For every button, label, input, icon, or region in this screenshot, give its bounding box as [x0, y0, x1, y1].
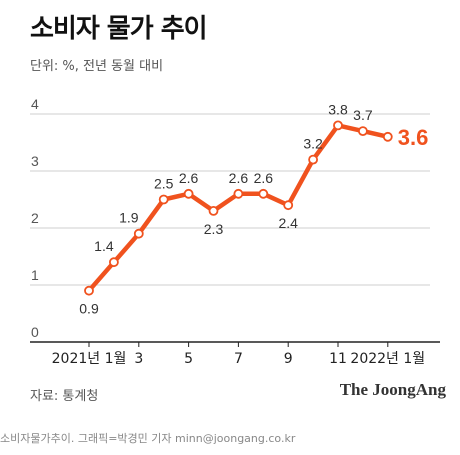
series-line: [86, 123, 391, 293]
data-point-4: [183, 188, 194, 199]
data-point-12: [382, 131, 393, 142]
brand-logo: The JoongAng: [339, 380, 446, 399]
data-point-2: [133, 228, 144, 239]
line-layer: [86, 123, 391, 293]
x-tick-label-10: 11: [329, 351, 347, 367]
data-label-8: 2.4: [278, 215, 298, 231]
page-title: 소비자 물가 추이: [30, 14, 208, 44]
data-point-5: [208, 205, 219, 216]
data-point-3: [158, 194, 169, 205]
data-point-9: [308, 154, 319, 165]
x-tick-label-8: 9: [284, 351, 293, 367]
data-label-5: 2.3: [204, 221, 224, 237]
data-point-8: [283, 200, 294, 211]
data-label-1: 1.4: [94, 238, 114, 254]
data-label-12: 3.6: [398, 125, 429, 150]
label-layer: 0.9 1.4 1.9 2.5 2.6 2.3 2.6 2.6 2.4 3.2 3.8 3.7 3.6: [79, 101, 428, 316]
y-tick-label-1: 1: [31, 267, 39, 283]
data-label-3: 2.5: [154, 176, 174, 192]
y-tick-label-0: 0: [31, 324, 39, 340]
x-tick-label-12: 2022년 1월: [350, 351, 425, 367]
data-point-7: [258, 188, 269, 199]
data-point-0: [84, 285, 94, 296]
data-label-4: 2.6: [179, 170, 199, 186]
data-point-11: [357, 126, 368, 137]
data-label-11: 3.7: [353, 107, 373, 123]
y-tick-label-4: 4: [31, 96, 39, 112]
axis-layer: 0 1 2 3 4 2021년 1월 3 5 7 9 11 2022년 1월: [30, 96, 440, 367]
data-label-0: 0.9: [79, 301, 99, 317]
data-point-10: [333, 120, 343, 131]
y-tick-label-2: 2: [31, 210, 39, 226]
x-tick-label-0: 2021년 1월: [52, 351, 127, 367]
data-label-2: 1.9: [119, 210, 139, 226]
data-label-10: 3.8: [328, 101, 348, 117]
point-layer: [84, 120, 393, 296]
x-tick-label-6: 7: [234, 351, 243, 367]
data-point-6: [233, 188, 244, 199]
data-label-6: 2.6: [229, 170, 249, 186]
source-note: 자료: 통계청: [30, 389, 99, 404]
x-tick-label-2: 3: [134, 351, 143, 367]
data-point-1: [109, 257, 119, 268]
y-tick-label-3: 3: [31, 153, 39, 169]
x-tick-label-4: 5: [184, 351, 193, 367]
unit-label: 단위: %, 전년 동월 대비: [30, 59, 164, 74]
data-label-7: 2.6: [254, 170, 274, 186]
credit-line: 소비자물가추이. 그래픽=박경민 기자 minn@joongang.co.kr: [0, 432, 296, 445]
data-label-9: 3.2: [303, 136, 323, 152]
